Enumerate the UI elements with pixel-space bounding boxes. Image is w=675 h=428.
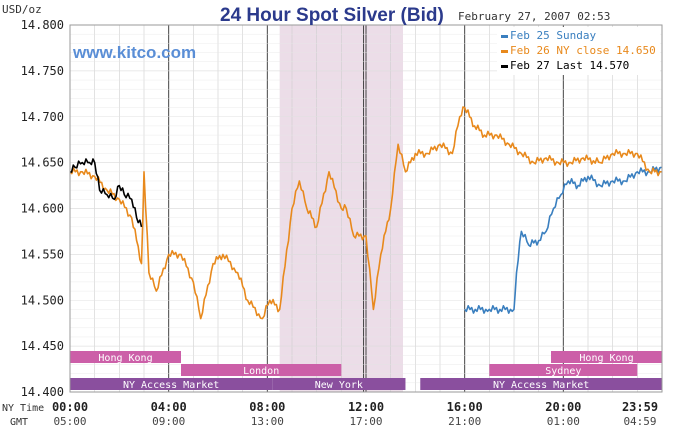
x-tick-label-ny: 23:59 <box>622 400 658 414</box>
session-bar <box>272 378 406 390</box>
x-tick-label-ny: 12:00 <box>348 400 384 414</box>
x-tick-label-gmt: 21:00 <box>448 415 481 428</box>
x-tick-label-ny: 08:00 <box>249 400 285 414</box>
y-tick-label: 14.700 <box>21 110 64 124</box>
watermark: www.kitco.com <box>72 43 196 62</box>
x-tick-label-gmt: 04:59 <box>623 415 656 428</box>
date-label: February 27, 2007 02:53 <box>458 10 610 23</box>
y-tick-label: 14.500 <box>21 293 64 307</box>
x-tick-label-gmt: 01:00 <box>547 415 580 428</box>
gridlines <box>70 24 662 393</box>
session-label: NY Access Market <box>123 380 219 391</box>
x-tick-label-gmt: 05:00 <box>53 415 86 428</box>
series-line <box>464 166 662 314</box>
ny-time-row-label: NY Time <box>2 403 44 414</box>
series-line <box>69 158 143 228</box>
y-tick-label: 14.650 <box>21 156 64 170</box>
series-line <box>69 106 662 320</box>
legend: Feb 25 Sunday Feb 26 NY close 14.650 Feb 2… <box>497 27 660 75</box>
session-label: NY Access Market <box>493 380 589 391</box>
session-label: New York <box>315 380 363 391</box>
x-tick-label-ny: 00:00 <box>52 400 88 414</box>
x-tick-label-ny: 20:00 <box>545 400 581 414</box>
session-label: London <box>243 366 279 377</box>
unit-label: USD/oz <box>2 3 42 16</box>
y-tick-label: 14.600 <box>21 202 64 216</box>
session-bar <box>70 351 181 363</box>
legend-entry: Feb 26 NY close 14.650 <box>510 44 656 57</box>
x-tick-label-gmt: 17:00 <box>349 415 382 428</box>
session-bar <box>70 378 273 390</box>
session-label: Hong Kong <box>579 353 633 364</box>
legend-swatch <box>501 50 508 53</box>
session-bar <box>489 364 638 376</box>
x-tick-label-ny: 04:00 <box>151 400 187 414</box>
legend-swatch <box>501 65 508 68</box>
chart-title: 24 Hour Spot Silver (Bid) <box>220 5 444 26</box>
plot-frame <box>69 24 663 393</box>
session-label: Hong Kong <box>98 353 152 364</box>
session-bar <box>181 364 342 376</box>
y-tick-label: 14.550 <box>21 247 64 261</box>
legend-box <box>497 27 660 75</box>
gmt-row-label: GMT <box>10 417 28 428</box>
x-tick-label-gmt: 13:00 <box>251 415 284 428</box>
x-tick-label-gmt: 09:00 <box>152 415 185 428</box>
y-tick-label: 14.800 <box>21 18 64 32</box>
session-bar <box>551 351 662 363</box>
session-bar <box>420 378 662 390</box>
y-tick-label: 14.750 <box>21 64 64 78</box>
legend-entry: Feb 27 Last 14.570 <box>510 59 629 72</box>
y-tick-label: 14.450 <box>21 339 64 353</box>
legend-entry: Feb 25 Sunday <box>510 29 596 42</box>
x-axis-ticks: 00:00 04:00 08:00 12:00 16:00 20:00 23:59 05:00… <box>52 400 658 428</box>
session-label: Sydney <box>545 366 581 377</box>
y-tick-label: 14.400 <box>21 385 64 399</box>
price-series <box>69 106 662 320</box>
y-axis-ticks: 14.800 14.750 14.700 14.650 14.600 14.550 14.5… <box>21 18 64 399</box>
x-tick-label-ny: 16:00 <box>447 400 483 414</box>
market-sessions: Hong Kong London NY Access Market New York N… <box>70 351 662 391</box>
legend-swatch <box>501 35 508 38</box>
